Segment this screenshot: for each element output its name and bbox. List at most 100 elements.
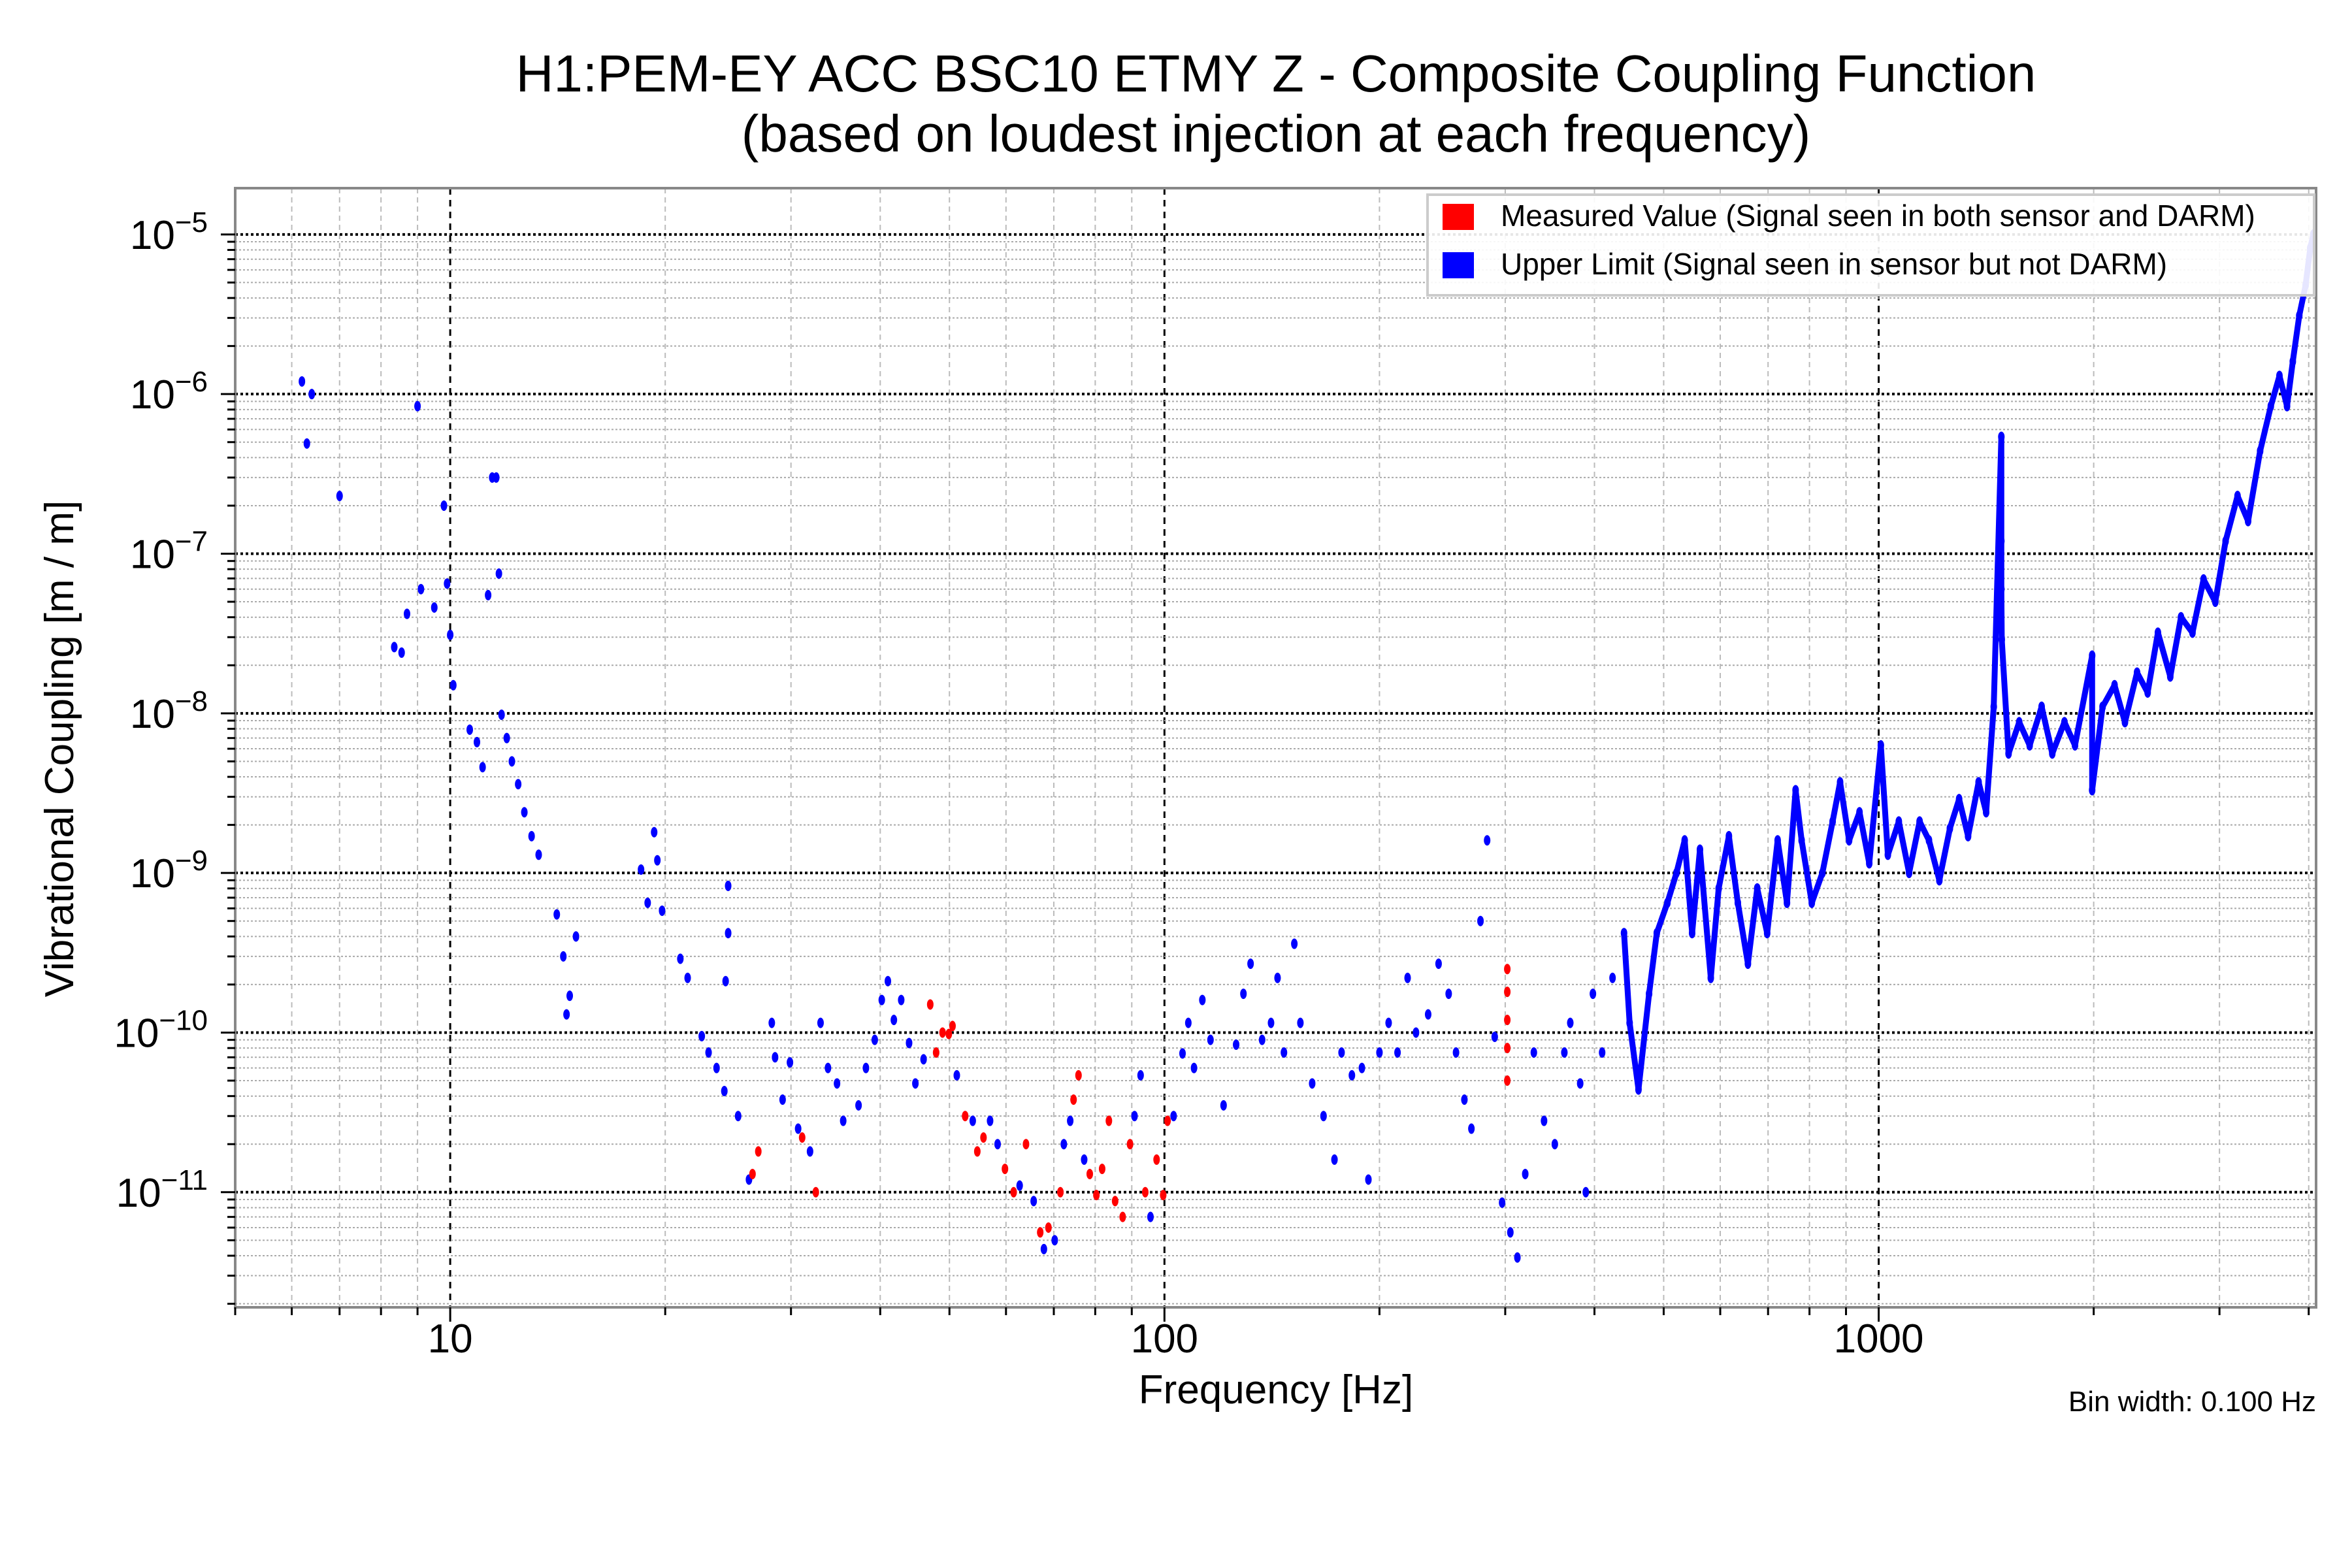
upper-limit-point xyxy=(308,389,316,400)
upper-limit-point xyxy=(1281,1047,1288,1058)
upper-limit-point xyxy=(825,1062,832,1073)
upper-limit-point xyxy=(1190,1062,1198,1073)
upper-limit-point xyxy=(1207,1034,1214,1045)
upper-limit-point xyxy=(654,855,661,866)
upper-limit-point xyxy=(2267,400,2274,412)
measured-value-point xyxy=(1037,1227,1044,1238)
upper-limit-point xyxy=(1955,794,1963,805)
upper-limit-point xyxy=(817,1017,824,1028)
x-tick-label: 100 xyxy=(1131,1316,1198,1362)
upper-limit-point xyxy=(2276,370,2283,382)
x-tick-label: 1000 xyxy=(1834,1316,1924,1362)
upper-limit-point xyxy=(1646,988,1653,1000)
upper-limit-point xyxy=(2178,612,2185,623)
legend-label-measured: Measured Value (Signal seen in both sens… xyxy=(1501,199,2255,233)
upper-limit-point xyxy=(787,1057,794,1068)
measured-value-point xyxy=(1504,1043,1511,1054)
measured-value-point xyxy=(1504,964,1511,975)
upper-limit-point xyxy=(2049,748,2056,759)
measured-value-point xyxy=(926,999,934,1010)
upper-limit-point xyxy=(734,1111,742,1122)
upper-limit-point xyxy=(2061,717,2068,728)
upper-limit-point xyxy=(2222,536,2229,547)
upper-limit-point xyxy=(1060,1139,1068,1150)
upper-limit-point xyxy=(1763,928,1771,939)
upper-limit-point xyxy=(1567,1017,1574,1028)
upper-limit-point xyxy=(890,1015,898,1026)
y-axis-label: Vibrational Coupling [m / m] xyxy=(37,500,82,997)
upper-limit-point xyxy=(1609,972,1616,983)
upper-limit-point xyxy=(1582,1186,1590,1198)
upper-limit-point xyxy=(1030,1196,1037,1207)
measured-value-point xyxy=(1164,1115,1171,1126)
upper-limit-point xyxy=(1376,1047,1383,1058)
upper-limit-point xyxy=(698,1030,706,1041)
measured-value-point xyxy=(1022,1139,1030,1150)
upper-limit-point xyxy=(1291,938,1298,949)
upper-limit-point xyxy=(1240,988,1247,1000)
upper-limit-point xyxy=(1137,1070,1144,1081)
upper-limit-point xyxy=(1744,958,1752,970)
legend: Measured Value (Signal seen in both sens… xyxy=(1426,193,2315,297)
upper-limit-point xyxy=(2212,596,2219,608)
upper-limit-point xyxy=(722,975,729,987)
upper-limit-point xyxy=(772,1052,779,1063)
upper-limit-point xyxy=(2234,491,2241,502)
upper-limit-point xyxy=(1946,823,1953,834)
upper-limit-point xyxy=(1365,1174,1372,1185)
measured-value-point xyxy=(1119,1211,1126,1222)
measured-value-point xyxy=(1111,1196,1119,1207)
upper-limit-point xyxy=(1040,1243,1047,1254)
grid xyxy=(235,188,2316,1307)
upper-limit-point xyxy=(855,1100,862,1111)
upper-limit-point xyxy=(1394,1047,1401,1058)
measured-value-point xyxy=(1057,1186,1064,1198)
upper-limit-point xyxy=(2134,667,2141,678)
upper-limit-point xyxy=(2257,446,2264,457)
upper-limit-point xyxy=(1499,1197,1506,1208)
plot-frame xyxy=(234,187,2317,1309)
measured-value-point xyxy=(1105,1115,1113,1126)
upper-limit-point xyxy=(1635,1084,1642,1095)
measured-value-point xyxy=(1126,1139,1134,1150)
measured-value-point xyxy=(973,1146,981,1157)
upper-limit-point xyxy=(1267,1017,1275,1028)
legend-swatch-upper-limit xyxy=(1443,252,1474,278)
measured-value-point xyxy=(949,1021,956,1032)
upper-limit-point xyxy=(431,602,438,613)
upper-limit-point xyxy=(1507,1227,1514,1238)
measured-value-point xyxy=(1002,1164,1009,1175)
upper-limit-point xyxy=(528,830,535,841)
upper-limit-point xyxy=(1798,835,1805,846)
measured-value-point xyxy=(962,1111,969,1122)
upper-limit-point xyxy=(1358,1062,1365,1073)
upper-limit-point xyxy=(659,905,666,916)
y-tick-label: 10−11 xyxy=(116,1164,208,1216)
upper-limit-point xyxy=(806,1146,813,1157)
upper-limit-point xyxy=(1688,928,1695,939)
upper-limit-point xyxy=(1916,816,1923,827)
measured-value-point xyxy=(798,1132,806,1143)
upper-limit-point xyxy=(1784,897,1791,908)
upper-limit-point xyxy=(862,1062,870,1073)
upper-limit-point xyxy=(1673,868,1680,879)
upper-limit-point xyxy=(1590,988,1597,1000)
upper-limit-point xyxy=(1435,958,1442,970)
x-axis-label: Frequency [Hz] xyxy=(1139,1367,1413,1413)
upper-limit-point xyxy=(1016,1180,1023,1191)
upper-limit-point xyxy=(474,736,481,747)
measured-value-point xyxy=(1504,1015,1511,1026)
upper-limit-point xyxy=(1884,849,1891,860)
measured-value-point xyxy=(980,1132,987,1143)
upper-limit-point xyxy=(1131,1111,1138,1122)
upper-limit-point xyxy=(1385,1017,1392,1028)
upper-limit-point xyxy=(994,1139,1001,1150)
upper-limit-point xyxy=(713,1062,720,1073)
upper-limit-point xyxy=(2089,785,2096,796)
upper-limit-point xyxy=(1998,536,2005,547)
measured-value-point xyxy=(749,1168,756,1179)
upper-limit-point xyxy=(1051,1235,1058,1246)
upper-limit-point xyxy=(1468,1123,1475,1134)
measured-value-point xyxy=(1010,1186,1017,1198)
